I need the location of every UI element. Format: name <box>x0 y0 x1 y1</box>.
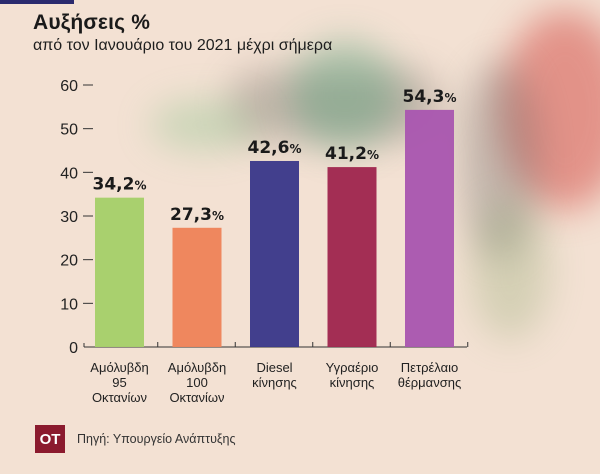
data-label: 54,3% <box>403 87 457 107</box>
x-tick-label-line: Αμόλυβδη <box>90 360 149 375</box>
bar <box>327 167 377 347</box>
y-tick-label: 30 <box>60 209 78 226</box>
x-tick-label: Diesel κίνησης <box>235 360 315 390</box>
x-tick-label-line: Diesel <box>256 360 293 375</box>
x-tick-label-line: Πετρέλαιο <box>400 360 459 375</box>
bar <box>405 109 454 347</box>
data-label: 42,6% <box>248 138 302 158</box>
bar <box>172 227 222 347</box>
data-label: 27,3% <box>170 205 224 225</box>
ot-logo: OT <box>35 425 65 453</box>
x-tick-label: Αμόλυβδη 100 Οκτανίων <box>157 360 237 405</box>
x-tick-label-line: Οκτανίων <box>91 390 148 405</box>
chart-title: Αυξήσεις % <box>33 11 151 34</box>
x-tick-label-line: κίνησης <box>329 375 375 390</box>
x-tick-label-line: θέρμανσης <box>397 375 462 390</box>
x-tick-label-line: Αμόλυβδη <box>167 360 227 375</box>
y-tick-label: 50 <box>60 122 78 139</box>
chart-subtitle: από τον Ιανουάριο του 2021 μέχρι σήμερα <box>33 37 333 54</box>
y-tick-label: 20 <box>60 253 78 270</box>
x-tick-label: Πετρέλαιο θέρμανσης <box>390 360 470 390</box>
bar <box>250 160 299 347</box>
y-tick-label: 60 <box>60 78 78 95</box>
data-labels: 34,2% 27,3% 42,6% 41,2% 54,3% <box>93 87 457 225</box>
y-tick-label: 40 <box>60 165 78 182</box>
data-label: 41,2% <box>325 144 379 164</box>
x-tick-label-line: Υγραέριο <box>325 360 379 375</box>
x-tick-label-line: 100 <box>186 375 208 390</box>
y-tick-label: 0 <box>69 340 78 357</box>
x-tick-label-line: κίνησης <box>252 375 297 390</box>
x-tick-label-line: Οκτανίων <box>169 390 225 405</box>
accent-bar <box>0 0 74 4</box>
y-tick-label: 10 <box>60 296 78 313</box>
data-label: 34,2% <box>93 175 147 195</box>
bar <box>95 197 144 347</box>
x-tick-label: Υγραέριο κίνησης <box>312 360 392 390</box>
x-tick-label-line: 95 <box>112 375 127 390</box>
source-text: Πηγή: Υπουργείο Ανάπτυξης <box>77 432 236 446</box>
bars <box>95 109 454 347</box>
x-tick-label: Αμόλυβδη 95 Οκτανίων <box>80 360 160 405</box>
y-axis: 0 10 20 30 40 50 60 <box>60 78 93 357</box>
